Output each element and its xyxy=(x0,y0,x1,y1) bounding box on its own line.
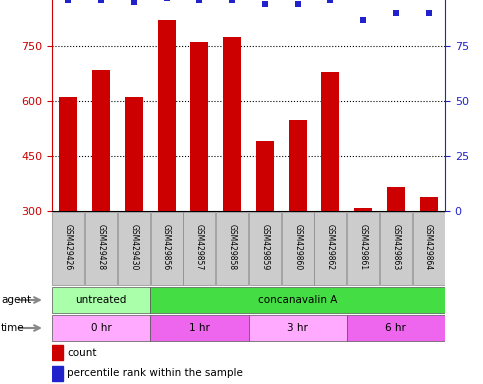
Text: GSM429857: GSM429857 xyxy=(195,224,204,270)
Point xyxy=(228,0,236,3)
Bar xyxy=(282,212,313,285)
Point xyxy=(327,0,334,3)
Text: percentile rank within the sample: percentile rank within the sample xyxy=(67,369,243,379)
Text: agent: agent xyxy=(1,295,31,305)
Text: untreated: untreated xyxy=(75,295,127,305)
Text: GSM429864: GSM429864 xyxy=(424,224,433,270)
Bar xyxy=(52,212,85,285)
Text: 0 hr: 0 hr xyxy=(91,323,112,333)
Text: time: time xyxy=(1,323,25,333)
Bar xyxy=(420,197,438,211)
Text: GSM429430: GSM429430 xyxy=(129,224,138,270)
Text: 1 hr: 1 hr xyxy=(189,323,210,333)
Bar xyxy=(249,212,281,285)
Text: GSM429858: GSM429858 xyxy=(227,224,237,270)
Bar xyxy=(289,120,307,211)
Text: GSM429428: GSM429428 xyxy=(97,224,106,270)
Point xyxy=(359,17,367,23)
Text: GSM429859: GSM429859 xyxy=(260,224,270,270)
Text: GSM429860: GSM429860 xyxy=(293,224,302,270)
Bar xyxy=(52,314,150,341)
Text: 6 hr: 6 hr xyxy=(385,323,406,333)
Bar xyxy=(216,212,248,285)
Point xyxy=(163,0,170,1)
Text: 3 hr: 3 hr xyxy=(287,323,308,333)
Text: GSM429856: GSM429856 xyxy=(162,224,171,270)
Point xyxy=(97,0,105,3)
Bar xyxy=(190,41,208,211)
Bar xyxy=(314,212,346,285)
Bar xyxy=(151,212,183,285)
Bar xyxy=(150,314,248,341)
Bar xyxy=(92,70,110,211)
Bar xyxy=(380,212,412,285)
Point xyxy=(130,0,138,5)
Bar xyxy=(387,187,405,211)
Text: GSM429862: GSM429862 xyxy=(326,224,335,270)
Bar xyxy=(412,212,445,285)
Bar xyxy=(157,20,176,211)
Bar xyxy=(52,366,63,381)
Text: concanavalin A: concanavalin A xyxy=(258,295,337,305)
Point xyxy=(294,1,301,7)
Text: GSM429426: GSM429426 xyxy=(64,224,73,270)
Bar xyxy=(321,72,340,211)
Bar xyxy=(347,314,445,341)
Bar xyxy=(347,212,379,285)
Text: count: count xyxy=(67,348,97,358)
Point xyxy=(196,0,203,3)
Text: GSM429861: GSM429861 xyxy=(358,224,368,270)
Point xyxy=(425,10,432,16)
Bar xyxy=(354,208,372,211)
Bar xyxy=(52,286,150,313)
Bar xyxy=(248,314,347,341)
Bar xyxy=(118,212,150,285)
Bar xyxy=(184,212,215,285)
Point xyxy=(392,10,400,16)
Text: GSM429863: GSM429863 xyxy=(391,224,400,270)
Bar xyxy=(52,345,63,360)
Bar xyxy=(125,97,143,211)
Bar xyxy=(85,212,117,285)
Bar xyxy=(59,97,77,211)
Bar xyxy=(150,286,445,313)
Bar xyxy=(256,141,274,211)
Bar xyxy=(223,37,241,211)
Point xyxy=(261,1,269,7)
Point xyxy=(65,0,72,3)
